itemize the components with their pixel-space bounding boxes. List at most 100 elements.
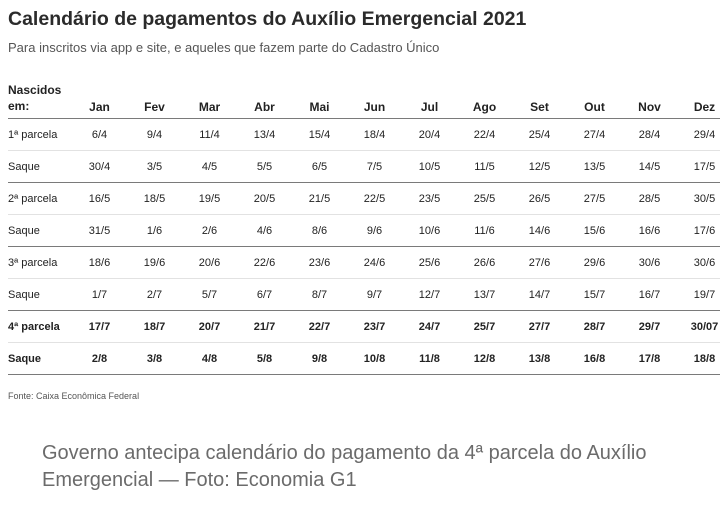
date-cell: 17/6 [677, 214, 720, 247]
header-label-line2: em: [8, 99, 30, 113]
month-header: Set [530, 100, 549, 114]
date-cell: 10/5 [402, 150, 457, 183]
row-label: 3ª parcela [8, 246, 72, 279]
photo-caption: Governo antecipa calendário do pagamento… [42, 442, 647, 491]
date-cell: 13/4 [237, 118, 292, 151]
date-cell: 16/6 [622, 214, 677, 247]
date-cell: 3/8 [127, 342, 182, 375]
date-cell: 6/5 [292, 150, 347, 183]
date-cell: 21/7 [237, 310, 292, 343]
date-cell: 18/4 [347, 118, 402, 151]
month-header: Mai [309, 100, 330, 114]
source-note: Fonte: Caixa Econômica Federal [8, 391, 140, 401]
date-cell: 11/4 [182, 118, 237, 151]
page-subtitle: Para inscritos via app e site, e aqueles… [8, 40, 440, 55]
date-cell: 19/7 [677, 278, 720, 311]
date-cell: 25/7 [457, 310, 512, 343]
row-label: 1ª parcela [8, 118, 72, 151]
table-row: 4ª parcela 17/7 18/7 20/7 21/7 22/7 23/7 24/7 25… [8, 310, 720, 343]
table-row: 2ª parcela 16/5 18/5 19/5 20/5 21/5 22/5 23/5 25… [8, 182, 720, 215]
date-cell: 18/8 [677, 342, 720, 375]
date-cell: 30/6 [622, 246, 677, 279]
date-cell: 26/6 [457, 246, 512, 279]
date-cell: 27/5 [567, 182, 622, 215]
date-cell: 30/4 [72, 150, 127, 183]
date-cell: 23/5 [402, 182, 457, 215]
date-cell: 13/7 [457, 278, 512, 311]
month-header: Mar [198, 100, 221, 114]
header-label-line1: Nascidos [8, 83, 62, 97]
date-cell: 12/8 [457, 342, 512, 375]
date-cell: 31/5 [72, 214, 127, 247]
date-cell: 23/6 [292, 246, 347, 279]
date-cell: 11/6 [457, 214, 512, 247]
date-cell: 13/8 [512, 342, 567, 375]
date-cell: 29/7 [622, 310, 677, 343]
date-cell: 17/7 [72, 310, 127, 343]
date-cell: 11/5 [457, 150, 512, 183]
table-row: Saque 31/5 1/6 2/6 4/6 8/6 9/6 10/6 11/6 14/6 15/6… [8, 214, 720, 247]
month-header: Jan [89, 100, 110, 114]
date-cell: 10/8 [347, 342, 402, 375]
date-cell: 16/8 [567, 342, 622, 375]
date-cell: 22/7 [292, 310, 347, 343]
date-cell: 1/6 [127, 214, 182, 247]
date-cell: 12/7 [402, 278, 457, 311]
date-cell: 14/6 [512, 214, 567, 247]
date-cell: 19/6 [127, 246, 182, 279]
table-row: Saque 1/7 2/7 5/7 6/7 8/7 9/7 12/7 13/7 14/7 15/7 1… [8, 278, 720, 311]
table-row: Saque 2/8 3/8 4/8 5/8 9/8 10/8 11/8 12/8 13/8 16/8… [8, 342, 720, 375]
date-cell: 2/6 [182, 214, 237, 247]
date-cell: 7/5 [347, 150, 402, 183]
date-cell: 30/07 [677, 310, 720, 343]
row-label: 2ª parcela [8, 182, 72, 215]
date-cell: 24/7 [402, 310, 457, 343]
date-cell: 17/5 [677, 150, 720, 183]
date-cell: 2/8 [72, 342, 127, 375]
table-body: 1ª parcela 6/4 9/4 11/4 13/4 15/4 18/4 20/4 22/4… [8, 118, 720, 375]
date-cell: 14/5 [622, 150, 677, 183]
month-header: Jul [420, 100, 439, 114]
month-header: Abr [254, 100, 275, 114]
date-cell: 16/7 [622, 278, 677, 311]
date-cell: 4/6 [237, 214, 292, 247]
month-header: Dez [693, 100, 716, 114]
row-label: Saque [8, 278, 72, 311]
date-cell: 4/8 [182, 342, 237, 375]
date-cell: 13/5 [567, 150, 622, 183]
row-label: 4ª parcela [8, 310, 72, 343]
date-cell: 30/6 [677, 246, 720, 279]
row-label: Saque [8, 214, 72, 247]
date-cell: 18/5 [127, 182, 182, 215]
month-header: Fev [144, 100, 165, 114]
date-cell: 26/5 [512, 182, 567, 215]
date-cell: 1/7 [72, 278, 127, 311]
page-title: Calendário de pagamentos do Auxílio Emer… [8, 8, 527, 30]
date-cell: 5/7 [182, 278, 237, 311]
date-cell: 20/7 [182, 310, 237, 343]
date-cell: 27/4 [567, 118, 622, 151]
date-cell: 17/8 [622, 342, 677, 375]
date-cell: 9/4 [127, 118, 182, 151]
date-cell: 3/5 [127, 150, 182, 183]
date-cell: 25/5 [457, 182, 512, 215]
row-label: Saque [8, 342, 72, 375]
date-cell: 22/5 [347, 182, 402, 215]
date-cell: 15/4 [292, 118, 347, 151]
date-cell: 20/5 [237, 182, 292, 215]
date-cell: 30/5 [677, 182, 720, 215]
month-header: Out [584, 100, 605, 114]
month-header: Nov [638, 100, 661, 114]
table-row: 1ª parcela 6/4 9/4 11/4 13/4 15/4 18/4 20/4 22/4… [8, 118, 720, 151]
date-cell: 29/6 [567, 246, 622, 279]
date-cell: 4/5 [182, 150, 237, 183]
month-header: Ago [472, 100, 497, 114]
date-cell: 16/5 [72, 182, 127, 215]
date-cell: 18/6 [72, 246, 127, 279]
row-label: Saque [8, 150, 72, 183]
date-cell: 9/8 [292, 342, 347, 375]
table-row: 3ª parcela 18/6 19/6 20/6 22/6 23/6 24/6 25/6 26… [8, 246, 720, 279]
date-cell: 15/7 [567, 278, 622, 311]
table-header-row: Nascidos em: Jan Fev Mar Abr Mai Jun Jul… [8, 76, 720, 119]
date-cell: 28/4 [622, 118, 677, 151]
